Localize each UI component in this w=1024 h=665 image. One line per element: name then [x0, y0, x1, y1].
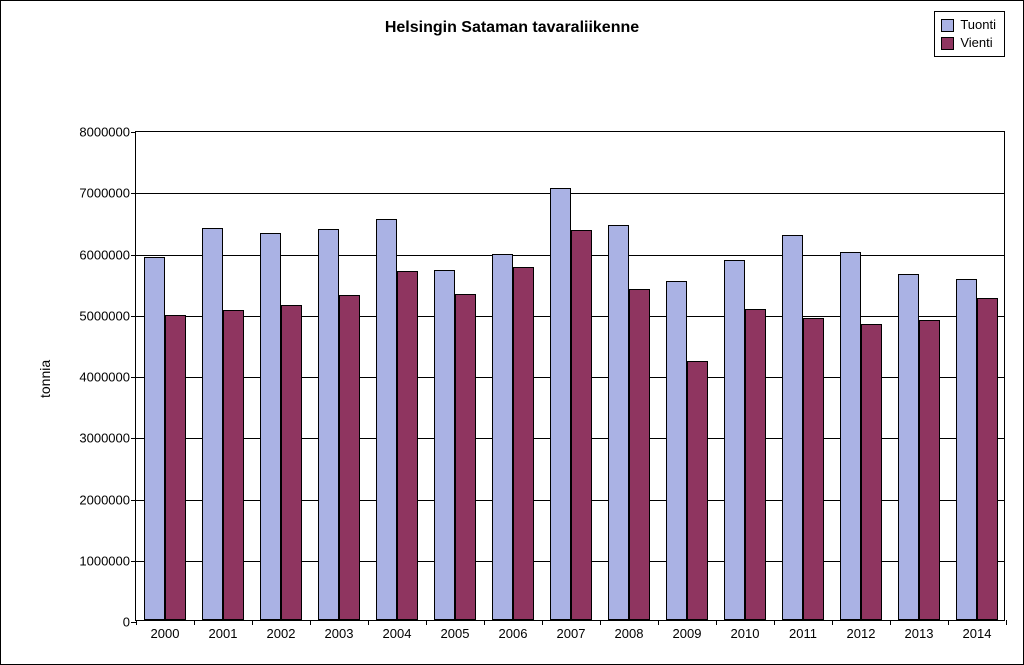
- bar-tuonti: [782, 235, 803, 620]
- y-tick-mark: [131, 377, 136, 378]
- x-tick-mark: [716, 620, 717, 625]
- bar-vienti: [397, 271, 418, 620]
- y-tick-label: 7000000: [79, 186, 130, 201]
- bar-vienti: [281, 305, 302, 620]
- legend: Tuonti Vienti: [934, 11, 1005, 57]
- bar-vienti: [165, 315, 186, 620]
- bar-tuonti: [956, 279, 977, 620]
- bar-vienti: [803, 318, 824, 620]
- bar-vienti: [861, 324, 882, 620]
- y-tick-label: 2000000: [79, 492, 130, 507]
- x-tick-label: 2005: [441, 626, 470, 641]
- bar-vienti: [513, 267, 534, 620]
- x-tick-mark: [1006, 620, 1007, 625]
- y-tick-label: 3000000: [79, 431, 130, 446]
- bar-tuonti: [840, 252, 861, 620]
- bar-vienti: [977, 298, 998, 620]
- x-tick-label: 2008: [615, 626, 644, 641]
- legend-label-tuonti: Tuonti: [960, 16, 996, 34]
- x-tick-label: 2002: [267, 626, 296, 641]
- legend-swatch-tuonti: [941, 19, 954, 32]
- bar-vienti: [629, 289, 650, 620]
- x-tick-label: 2010: [731, 626, 760, 641]
- x-tick-mark: [948, 620, 949, 625]
- x-tick-label: 2014: [963, 626, 992, 641]
- y-tick-mark: [131, 500, 136, 501]
- bar-vienti: [455, 294, 476, 620]
- x-tick-mark: [484, 620, 485, 625]
- x-tick-mark: [310, 620, 311, 625]
- x-tick-mark: [252, 620, 253, 625]
- y-tick-label: 6000000: [79, 247, 130, 262]
- bar-tuonti: [318, 229, 339, 620]
- y-tick-label: 5000000: [79, 308, 130, 323]
- x-tick-mark: [658, 620, 659, 625]
- y-tick-mark: [131, 561, 136, 562]
- y-tick-mark: [131, 438, 136, 439]
- x-tick-label: 2012: [847, 626, 876, 641]
- legend-swatch-vienti: [941, 37, 954, 50]
- x-tick-mark: [600, 620, 601, 625]
- x-tick-mark: [832, 620, 833, 625]
- plot-area: 0100000020000003000000400000050000006000…: [135, 131, 1005, 621]
- x-tick-label: 2000: [151, 626, 180, 641]
- chart-title: Helsingin Sataman tavaraliikenne: [1, 19, 1023, 37]
- x-tick-mark: [368, 620, 369, 625]
- y-tick-mark: [131, 316, 136, 317]
- x-tick-mark: [774, 620, 775, 625]
- bar-tuonti: [898, 274, 919, 620]
- bar-vienti: [919, 320, 940, 620]
- bar-vienti: [745, 309, 766, 620]
- y-tick-mark: [131, 132, 136, 133]
- y-tick-mark: [131, 255, 136, 256]
- bar-vienti: [687, 361, 708, 620]
- x-tick-mark: [426, 620, 427, 625]
- chart-container: Helsingin Sataman tavaraliikenne Tuonti …: [0, 0, 1024, 665]
- x-tick-mark: [542, 620, 543, 625]
- x-tick-label: 2001: [209, 626, 238, 641]
- bar-tuonti: [434, 270, 455, 620]
- y-tick-label: 8000000: [79, 125, 130, 140]
- legend-item-vienti: Vienti: [941, 34, 996, 52]
- x-tick-label: 2013: [905, 626, 934, 641]
- x-tick-label: 2011: [789, 626, 817, 641]
- x-tick-mark: [136, 620, 137, 625]
- bar-tuonti: [260, 233, 281, 620]
- bar-tuonti: [608, 225, 629, 620]
- bar-tuonti: [550, 188, 571, 620]
- y-axis-label: tonnia: [37, 360, 53, 398]
- x-tick-label: 2009: [673, 626, 702, 641]
- bar-tuonti: [376, 219, 397, 620]
- bar-vienti: [339, 295, 360, 620]
- bar-vienti: [223, 310, 244, 620]
- y-tick-label: 1000000: [79, 553, 130, 568]
- bar-tuonti: [724, 260, 745, 620]
- x-tick-mark: [194, 620, 195, 625]
- bar-tuonti: [492, 254, 513, 620]
- bar-tuonti: [666, 281, 687, 620]
- legend-label-vienti: Vienti: [960, 34, 992, 52]
- bar-vienti: [571, 230, 592, 620]
- y-tick-mark: [131, 193, 136, 194]
- x-tick-label: 2006: [499, 626, 528, 641]
- y-tick-label: 4000000: [79, 370, 130, 385]
- x-tick-label: 2003: [325, 626, 354, 641]
- bar-tuonti: [144, 257, 165, 620]
- bar-tuonti: [202, 228, 223, 620]
- x-tick-label: 2007: [557, 626, 586, 641]
- y-tick-label: 0: [123, 615, 130, 630]
- x-tick-mark: [890, 620, 891, 625]
- x-tick-label: 2004: [383, 626, 412, 641]
- legend-item-tuonti: Tuonti: [941, 16, 996, 34]
